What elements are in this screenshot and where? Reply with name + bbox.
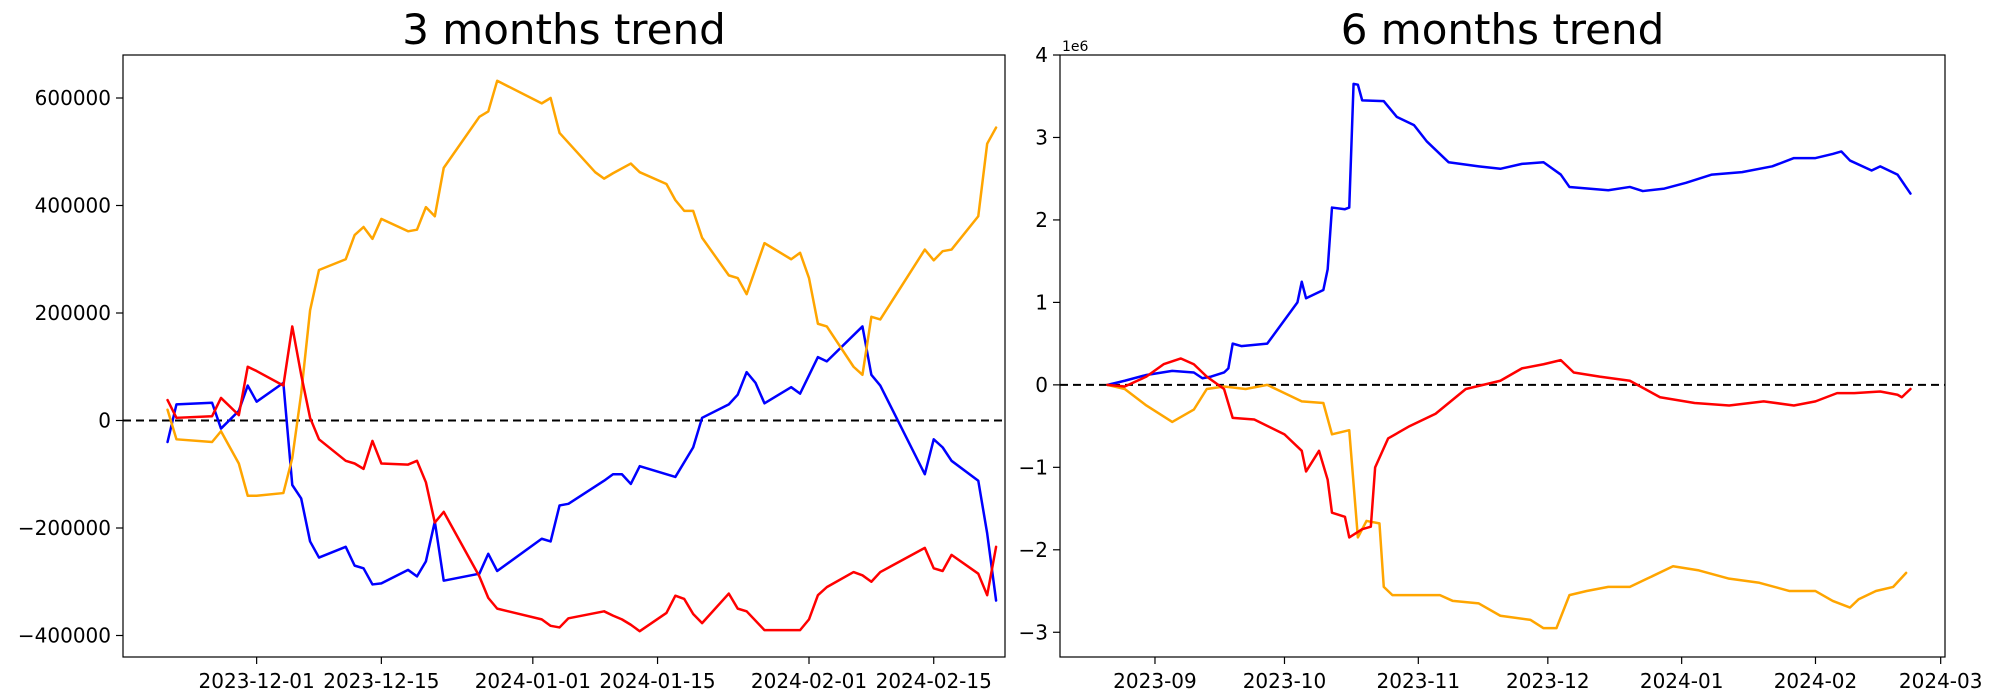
x-tick-label: 2024-02-15: [876, 669, 992, 693]
y-tick-label: 0: [98, 409, 111, 433]
chart-3-months: 3 months trend −400000 −200000 0 200000 4000…: [18, 5, 1006, 693]
plot-frame: [122, 54, 1006, 658]
y-tick-label: 600000: [35, 86, 111, 110]
series-line-2: [166, 325, 998, 633]
chart-6-months: 6 months trend 1e6 −3 −2 −1 0 1 2 3 4 2023-09 202…: [1019, 5, 1983, 693]
x-tick-label: 2023-11: [1377, 669, 1461, 693]
x-tick-label: 2023-12-01: [199, 669, 315, 693]
y-tick-label: −3: [1019, 620, 1048, 644]
y-tick-label: 400000: [35, 194, 111, 218]
plot-frame: [1059, 54, 1946, 658]
x-tick-label: 2024-03: [1899, 669, 1983, 693]
y-tick-label: 0: [1035, 373, 1048, 397]
x-tick-label: 2023-12: [1506, 669, 1590, 693]
y-tick-label: 2: [1035, 208, 1048, 232]
series-line-0: [166, 325, 998, 602]
y-tick-label: 1: [1035, 290, 1048, 314]
series-line-1: [1106, 383, 1908, 630]
y-tick-label: −1: [1019, 455, 1048, 479]
x-tick-label: 2024-02-01: [751, 669, 867, 693]
series-line-1: [166, 79, 998, 497]
x-tick-label: 2023-12-15: [323, 669, 439, 693]
x-tick-label: 2024-02: [1774, 669, 1858, 693]
y-tick-label: 200000: [35, 301, 111, 325]
y-tick-label: 4: [1035, 43, 1048, 67]
x-tick-label: 2024-01-15: [599, 669, 715, 693]
y-tick-label: −400000: [18, 624, 111, 648]
y-tick-label: 3: [1035, 125, 1048, 149]
x-tick-label: 2024-01: [1640, 669, 1724, 693]
x-tick-label: 2023-09: [1113, 669, 1197, 693]
x-tick-label: 2023-10: [1243, 669, 1327, 693]
series-line-0: [1106, 82, 1912, 387]
series-line-2: [1106, 357, 1912, 539]
chart-title: 3 months trend: [402, 5, 726, 54]
y-offset-label: 1e6: [1062, 39, 1089, 55]
y-tick-label: −2: [1019, 538, 1048, 562]
chart-title: 6 months trend: [1341, 5, 1665, 54]
x-tick-label: 2024-01-01: [475, 669, 591, 693]
y-tick-label: −200000: [18, 516, 111, 540]
